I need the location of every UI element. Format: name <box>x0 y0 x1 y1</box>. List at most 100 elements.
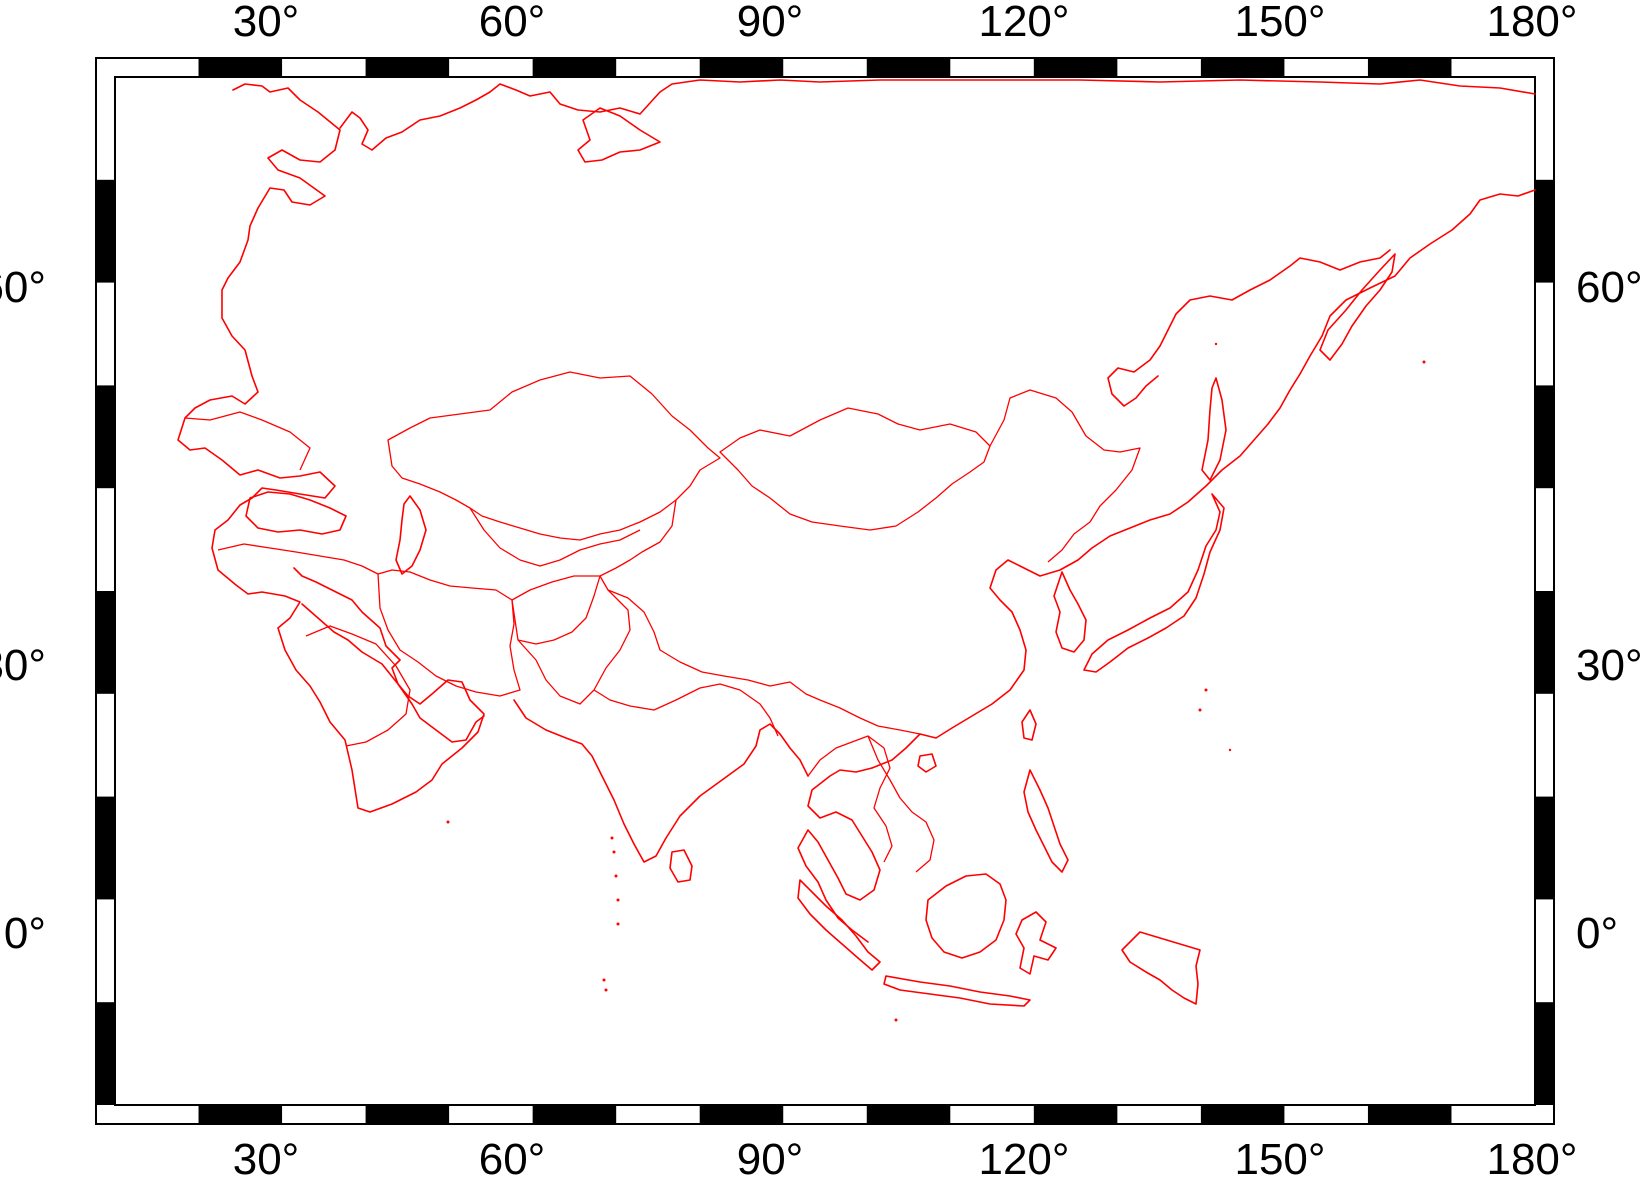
frame-bar-segment <box>532 1105 617 1124</box>
coastline-okhotsk <box>1107 249 1391 407</box>
bottom-label-30: 30° <box>233 1135 300 1183</box>
coastline-black-sea <box>245 491 347 535</box>
borders <box>184 371 1141 873</box>
coastline-hainan <box>917 753 937 773</box>
bottom-label-180: 180° <box>1486 1135 1577 1183</box>
frame-bar-segment <box>866 1105 951 1124</box>
frame-bar-segment <box>1200 1105 1285 1124</box>
island-dot <box>1214 342 1218 346</box>
islands-dots <box>446 342 1426 1022</box>
coastline-sri-lanka <box>669 849 693 883</box>
top-label-150: 150° <box>1234 0 1325 46</box>
island-dot <box>610 836 614 840</box>
frame-bar-segment <box>1535 1002 1554 1105</box>
bottom-label-120: 120° <box>978 1135 1069 1183</box>
left-label-0: 0° <box>4 909 46 958</box>
frame-bar-segment <box>1367 1105 1452 1124</box>
border-iran <box>377 569 521 697</box>
top-label-120: 120° <box>978 0 1069 46</box>
border-india-north <box>593 683 779 737</box>
right-label-60: 60° <box>1576 263 1643 312</box>
border-mongolia <box>719 407 991 531</box>
coastline-philippines <box>1023 769 1069 873</box>
frame-bar-segment <box>1200 58 1285 77</box>
frame-bar-segment <box>1535 179 1554 283</box>
left-label-60: 60° <box>0 263 46 312</box>
border-central-asia <box>469 507 641 567</box>
frame-bar-segment <box>1535 796 1554 900</box>
frame-bar-segment <box>1033 58 1118 77</box>
coastline-far-east <box>871 189 1536 769</box>
island-dot <box>614 874 618 878</box>
island-dot <box>616 898 620 902</box>
frame-bar-segment <box>96 796 115 900</box>
frame-bar-segment <box>699 58 784 77</box>
top-label-60: 60° <box>479 0 546 46</box>
frame-bar-segment <box>96 385 115 489</box>
map-content <box>177 79 1536 1022</box>
frame-bar-segment <box>365 1105 450 1124</box>
frame-bar-segment <box>96 1002 115 1105</box>
right-label-30: 30° <box>1576 641 1643 690</box>
border-indochina <box>867 735 935 873</box>
map-frame-inner <box>114 76 1536 1106</box>
coastline-japan <box>1083 493 1225 673</box>
bottom-label-60: 60° <box>479 1135 546 1183</box>
island-dot <box>604 988 608 992</box>
frame-bar-segment <box>1033 1105 1118 1124</box>
coastline-novaya-zemlya <box>577 107 661 163</box>
left-label-30: 30° <box>0 641 46 690</box>
island-dot <box>1422 360 1426 364</box>
frame-bar-segment <box>365 58 450 77</box>
coastline-taiwan <box>1021 709 1037 741</box>
map-frame <box>95 57 1555 1125</box>
coastline-sulawesi <box>1015 911 1057 975</box>
border-arabia <box>305 625 411 747</box>
coastline-korea <box>1053 571 1087 653</box>
island-dot <box>612 850 616 854</box>
frame-checker-bars <box>96 58 1554 1124</box>
bottom-label-90: 90° <box>737 1135 804 1183</box>
top-label-30: 30° <box>233 0 300 46</box>
coastline-new-guinea <box>1121 931 1201 1005</box>
coastline-arabia <box>301 603 485 743</box>
coastline-java <box>883 975 1031 1007</box>
border-myanmar-thailand <box>807 735 893 863</box>
coastlines <box>177 79 1536 1007</box>
frame-bar-segment <box>1535 591 1554 694</box>
frame-bar-segment <box>532 58 617 77</box>
border-ukraine <box>184 411 311 471</box>
border-turkey <box>217 543 379 575</box>
coastline-borneo <box>925 873 1007 959</box>
coastline-sumatra <box>797 879 881 971</box>
top-label-90: 90° <box>737 0 804 46</box>
frame-bar-segment <box>198 1105 283 1124</box>
right-label-0: 0° <box>1576 909 1618 958</box>
bottom-label-150: 150° <box>1234 1135 1325 1183</box>
frame-bar-segment <box>198 58 283 77</box>
coastline-sakhalin <box>1201 377 1227 481</box>
coastline-china-south <box>797 767 881 943</box>
frame-bar-segment <box>96 179 115 283</box>
island-dot <box>446 820 450 824</box>
coastline-india <box>513 699 809 863</box>
island-dot <box>1228 748 1232 752</box>
coastline-caspian <box>395 495 427 575</box>
island-dot <box>1204 688 1208 692</box>
frame-bar-segment <box>866 58 951 77</box>
island-dot <box>602 978 606 982</box>
island-dot <box>616 922 620 926</box>
frame-bar-segment <box>96 591 115 694</box>
island-dot <box>1198 708 1202 712</box>
border-china-west <box>599 499 921 735</box>
frame-bar-segment <box>1367 58 1452 77</box>
top-label-180: 180° <box>1486 0 1577 46</box>
border-china-north <box>989 389 1141 563</box>
coastline-russia-north <box>177 83 485 813</box>
coastline-kamchatka <box>1319 253 1396 361</box>
frame-bar-segment <box>699 1105 784 1124</box>
frame-bar-segment <box>1535 385 1554 489</box>
border-afghanistan <box>511 575 601 645</box>
